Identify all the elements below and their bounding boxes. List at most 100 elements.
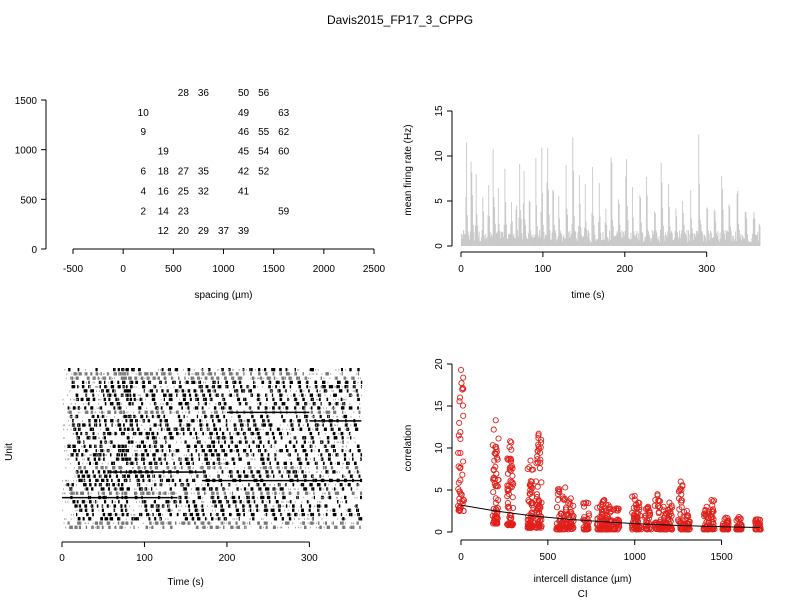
electrode-label: 9 xyxy=(140,127,146,138)
spike xyxy=(252,419,254,423)
spike xyxy=(324,427,327,431)
spike xyxy=(138,368,140,372)
spike xyxy=(81,453,83,457)
spike xyxy=(226,419,228,423)
spike xyxy=(354,441,356,444)
rate-bar xyxy=(507,239,509,246)
spike xyxy=(208,369,210,371)
rate-bar xyxy=(635,234,637,246)
rate-bar xyxy=(664,240,666,246)
spike xyxy=(244,449,246,453)
spike xyxy=(129,376,131,380)
spike xyxy=(162,372,164,376)
spike xyxy=(329,445,331,448)
rate-bar xyxy=(713,237,714,246)
spike xyxy=(134,397,136,402)
spike xyxy=(320,440,322,444)
spike xyxy=(118,402,121,406)
electrode-label: 12 xyxy=(158,226,170,237)
rate-bar xyxy=(679,230,681,246)
rate-bar xyxy=(756,234,758,246)
spike xyxy=(214,390,216,392)
spike xyxy=(98,381,100,384)
spike xyxy=(77,407,79,409)
spike xyxy=(339,427,341,431)
spike xyxy=(152,453,154,457)
spike xyxy=(62,424,64,427)
spike xyxy=(299,419,302,423)
spike xyxy=(162,389,164,393)
spike xyxy=(217,385,219,389)
spike xyxy=(168,372,170,376)
x-tick-label: 0 xyxy=(458,264,464,275)
spike xyxy=(349,368,351,372)
spike xyxy=(91,411,93,414)
spike xyxy=(305,457,307,461)
spike xyxy=(202,393,204,397)
spike xyxy=(224,411,226,414)
rate-bar xyxy=(495,233,497,246)
rate-bar xyxy=(503,236,504,246)
spike xyxy=(303,437,305,439)
rate-bar xyxy=(489,216,490,246)
spike xyxy=(190,419,192,423)
rate-bar xyxy=(542,224,544,246)
spike xyxy=(250,373,252,375)
spike xyxy=(250,393,252,397)
rate-bar xyxy=(520,218,522,246)
spike xyxy=(167,427,169,431)
spike xyxy=(333,390,335,392)
spike xyxy=(123,414,125,419)
spike xyxy=(150,466,152,470)
spike xyxy=(299,415,301,418)
spike xyxy=(325,427,327,431)
spike xyxy=(164,419,166,423)
spike xyxy=(73,398,75,401)
spike xyxy=(146,410,148,414)
spike xyxy=(137,398,139,401)
spike xyxy=(215,406,217,410)
rate-bar xyxy=(587,230,589,246)
spike xyxy=(154,393,156,397)
spike xyxy=(177,373,179,375)
spike xyxy=(138,458,139,461)
spike xyxy=(116,420,118,422)
spike xyxy=(160,419,163,423)
rate-bar xyxy=(465,196,467,246)
spike xyxy=(192,376,194,380)
spike xyxy=(212,453,214,457)
spike xyxy=(114,415,115,418)
spike xyxy=(188,377,190,380)
spike xyxy=(270,466,272,470)
spike xyxy=(104,423,106,427)
spike xyxy=(308,461,310,465)
rate-bar xyxy=(709,240,711,246)
spike xyxy=(309,407,311,409)
spike xyxy=(155,385,157,389)
spike xyxy=(203,393,206,397)
spike xyxy=(119,423,121,427)
rate-bar xyxy=(565,165,567,246)
spike xyxy=(114,390,115,392)
rate-bar xyxy=(680,233,682,246)
spike xyxy=(228,444,230,448)
spike xyxy=(183,393,186,397)
spike xyxy=(271,393,273,397)
spike xyxy=(326,398,327,401)
spike xyxy=(125,389,127,393)
spike xyxy=(304,440,306,444)
rate-bar xyxy=(534,234,536,246)
spike xyxy=(223,414,225,419)
spike xyxy=(224,376,226,380)
spike xyxy=(172,376,174,380)
spike xyxy=(334,462,336,465)
spike xyxy=(123,457,125,461)
spike xyxy=(304,394,306,397)
spike xyxy=(200,419,202,423)
spike xyxy=(302,449,304,453)
rate-bar xyxy=(676,232,678,246)
spike xyxy=(127,393,129,397)
spike xyxy=(145,372,147,376)
spike xyxy=(125,419,127,423)
spike xyxy=(239,414,241,419)
